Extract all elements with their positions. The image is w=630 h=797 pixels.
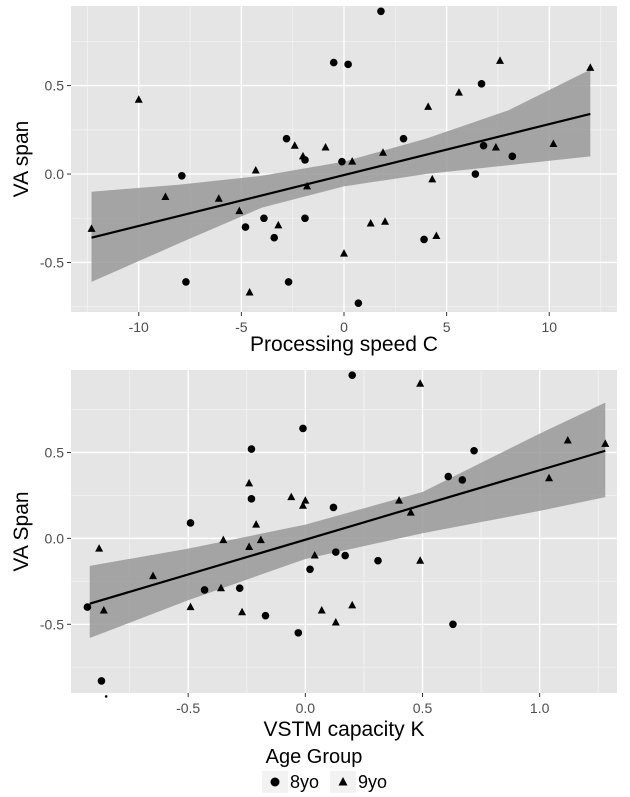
point-8yo: [306, 565, 314, 573]
point-8yo: [178, 172, 186, 180]
legend-title: Age Group: [266, 746, 363, 768]
point-8yo: [400, 135, 408, 143]
point-8yo-small: [105, 695, 108, 698]
point-8yo: [374, 557, 382, 565]
point-8yo: [344, 61, 352, 69]
x-tick-label: -10: [129, 319, 149, 335]
point-8yo: [355, 299, 363, 307]
x-tick-label: -5: [235, 319, 248, 335]
point-8yo: [260, 214, 268, 222]
y-tick-label: 0.5: [45, 78, 65, 94]
x-tick-label: 1.0: [530, 700, 550, 716]
y-tick-label: 0.0: [45, 530, 65, 546]
point-8yo: [84, 603, 92, 611]
point-8yo: [295, 629, 303, 637]
point-8yo: [201, 586, 209, 594]
x-tick-label: -0.5: [176, 700, 200, 716]
point-8yo: [509, 153, 517, 161]
point-8yo: [444, 473, 452, 481]
point-8yo: [330, 59, 338, 67]
panel-processing-speed: -10 -5 0 5 10-0.50.00.5Processing speed CVA …: [10, 6, 617, 356]
legend-marker-8yo: [271, 778, 280, 787]
y-axis-title: VA Span: [10, 491, 33, 571]
point-8yo: [377, 8, 385, 16]
point-8yo: [420, 236, 428, 244]
point-8yo: [98, 677, 106, 685]
point-8yo: [459, 476, 467, 484]
point-8yo: [341, 552, 349, 560]
point-8yo: [330, 504, 338, 512]
point-8yo: [270, 234, 278, 242]
point-8yo: [480, 142, 488, 150]
x-axis-title: VSTM capacity K: [263, 718, 424, 741]
x-axis-title: Processing speed C: [250, 333, 438, 356]
point-8yo: [338, 158, 346, 166]
y-tick-label: -0.5: [40, 616, 64, 632]
point-8yo: [182, 278, 190, 286]
point-8yo: [262, 612, 270, 620]
point-8yo: [187, 519, 195, 527]
point-8yo: [348, 371, 356, 379]
point-8yo: [301, 214, 309, 222]
point-8yo: [470, 447, 478, 455]
legend-label-8yo: 8yo: [290, 772, 319, 792]
y-tick-label: -0.5: [40, 254, 64, 270]
x-tick-label: 0.5: [413, 700, 433, 716]
point-8yo: [248, 445, 256, 453]
point-8yo: [242, 223, 250, 231]
point-8yo: [236, 584, 244, 592]
x-tick-label: 5: [443, 319, 451, 335]
y-axis-title: VA span: [10, 121, 33, 198]
point-8yo: [248, 495, 256, 503]
point-8yo: [332, 548, 340, 556]
legend-label-9yo: 9yo: [358, 772, 387, 792]
x-tick-label: 10: [541, 319, 557, 335]
point-8yo: [449, 620, 457, 628]
panel-vstm-capacity: -0.5 0.0 0.5 1.0 -0.5 0.0 0.5 VSTM capacity K VA…: [10, 370, 617, 741]
point-8yo: [478, 80, 486, 88]
point-8yo: [285, 278, 293, 286]
y-tick-label: 0.0: [45, 166, 65, 182]
point-8yo: [283, 135, 291, 143]
legend: Age Group 8yo 9yo: [262, 746, 387, 793]
y-tick-label: 0.5: [45, 444, 65, 460]
x-tick-label: 0.0: [296, 700, 316, 716]
point-8yo: [472, 170, 480, 178]
point-8yo: [299, 425, 307, 433]
